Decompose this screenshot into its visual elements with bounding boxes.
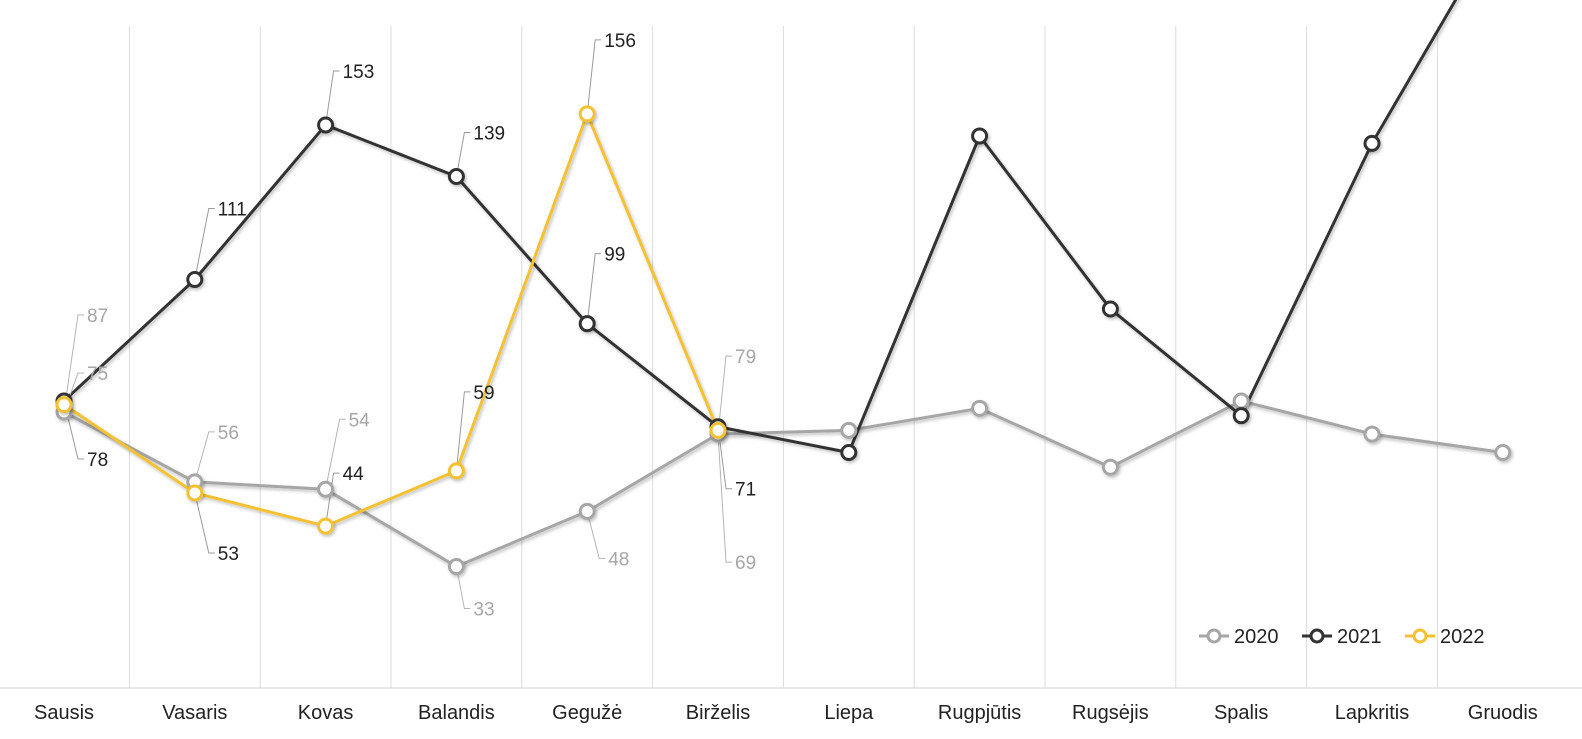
- series-markers: [55, 105, 1512, 576]
- category-label: Gruodis: [1468, 702, 1538, 724]
- leader-line: [194, 208, 215, 280]
- data-point-2021: [840, 443, 858, 461]
- data-point-2020: [447, 558, 465, 576]
- data-label-2021: 139: [473, 123, 505, 144]
- data-point-2021: [1363, 134, 1381, 152]
- data-label-2022: 53: [218, 544, 239, 565]
- data-label-2022: 44: [343, 464, 365, 485]
- leader-line: [194, 492, 215, 554]
- data-label-2020: 87: [87, 306, 108, 327]
- data-point-2021: [317, 116, 335, 134]
- data-point-2020: [1101, 458, 1119, 476]
- data-point-2020: [1494, 443, 1512, 461]
- data-point-2020: [1232, 392, 1250, 410]
- data-point-2021: [971, 127, 989, 145]
- category-label: Spalis: [1214, 702, 1268, 724]
- leader-line: [455, 391, 471, 471]
- leader-line: [717, 434, 732, 563]
- category-label: Liepa: [824, 702, 874, 724]
- data-label-2022: 59: [473, 383, 494, 404]
- data-point-2022: [317, 517, 335, 535]
- data-point-2022: [447, 462, 465, 480]
- data-label-2020: 33: [473, 600, 494, 621]
- series-lines: [62, 0, 1504, 569]
- data-point-2021: [447, 167, 465, 185]
- data-label-2021: 153: [343, 62, 375, 83]
- leader-line: [455, 566, 471, 610]
- data-point-2022: [55, 396, 73, 414]
- data-label-2021: 78: [87, 450, 108, 471]
- leader-line: [717, 426, 732, 490]
- series-line-2022: [63, 112, 720, 528]
- leader-line: [325, 418, 346, 490]
- data-label-2020: 79: [735, 347, 756, 368]
- leader-line: [325, 472, 340, 527]
- category-label: Gegužė: [552, 702, 622, 724]
- leader-line: [586, 253, 602, 324]
- category-labels: Sausis Vasaris Kovas Balandis Gegužė Birželis…: [34, 702, 1538, 724]
- series-line-2020: [63, 399, 1504, 569]
- legend-label: 2021: [1337, 626, 1382, 648]
- data-label-2021: 111: [218, 200, 247, 221]
- leader-line: [717, 355, 732, 435]
- data-point-2022: [709, 421, 727, 439]
- data-label-2020: 54: [349, 410, 371, 431]
- data-point-2022: [186, 484, 204, 502]
- category-label: Vasaris: [162, 702, 227, 724]
- category-label: Lapkritis: [1335, 702, 1409, 724]
- data-labels: 87 75 56 54 33 48 69 79 78 111 153 139 99 71 53 44 59 156: [87, 31, 756, 621]
- category-label: Balandis: [418, 702, 495, 724]
- category-label: Birželis: [686, 702, 750, 724]
- data-point-2020: [317, 480, 335, 498]
- data-point-2020: [578, 502, 596, 520]
- legend-swatch-marker: [1206, 628, 1222, 644]
- data-point-2021: [186, 271, 204, 289]
- data-label-2020: 69: [735, 553, 756, 574]
- series-line-2021: [62, 0, 1458, 454]
- data-label-2020: 56: [218, 423, 239, 444]
- leader-line: [586, 511, 606, 559]
- legend: 2020 2021 2022: [1199, 626, 1485, 648]
- category-label: Rugsėjis: [1072, 702, 1149, 724]
- legend-swatch-marker: [1412, 628, 1428, 644]
- data-label-2020: 48: [608, 549, 629, 570]
- data-label-2022: 156: [604, 31, 636, 52]
- legend-swatch-marker: [1309, 628, 1325, 644]
- data-point-2020: [971, 399, 989, 417]
- leader-lines: [63, 39, 732, 610]
- data-point-2021: [1101, 300, 1119, 318]
- grid-lines: [128, 26, 1438, 688]
- data-point-2020: [840, 421, 858, 439]
- data-point-2021: [578, 315, 596, 333]
- data-label-2021: 71: [735, 480, 756, 501]
- legend-label: 2020: [1234, 626, 1279, 648]
- leader-line: [586, 39, 602, 114]
- legend-label: 2022: [1440, 626, 1485, 648]
- category-label: Kovas: [298, 702, 354, 724]
- data-point-2020: [1363, 425, 1381, 443]
- data-label-2021: 99: [604, 245, 625, 266]
- category-label: Sausis: [34, 702, 94, 724]
- leader-line: [325, 70, 340, 126]
- data-label-2020: 75: [87, 364, 108, 385]
- leader-line: [63, 400, 84, 460]
- leader-line: [455, 131, 471, 177]
- data-point-2021: [1232, 407, 1250, 425]
- leader-line: [194, 431, 215, 483]
- category-label: Rugpjūtis: [938, 702, 1021, 724]
- data-point-2022: [578, 105, 596, 123]
- leader-line: [63, 314, 84, 413]
